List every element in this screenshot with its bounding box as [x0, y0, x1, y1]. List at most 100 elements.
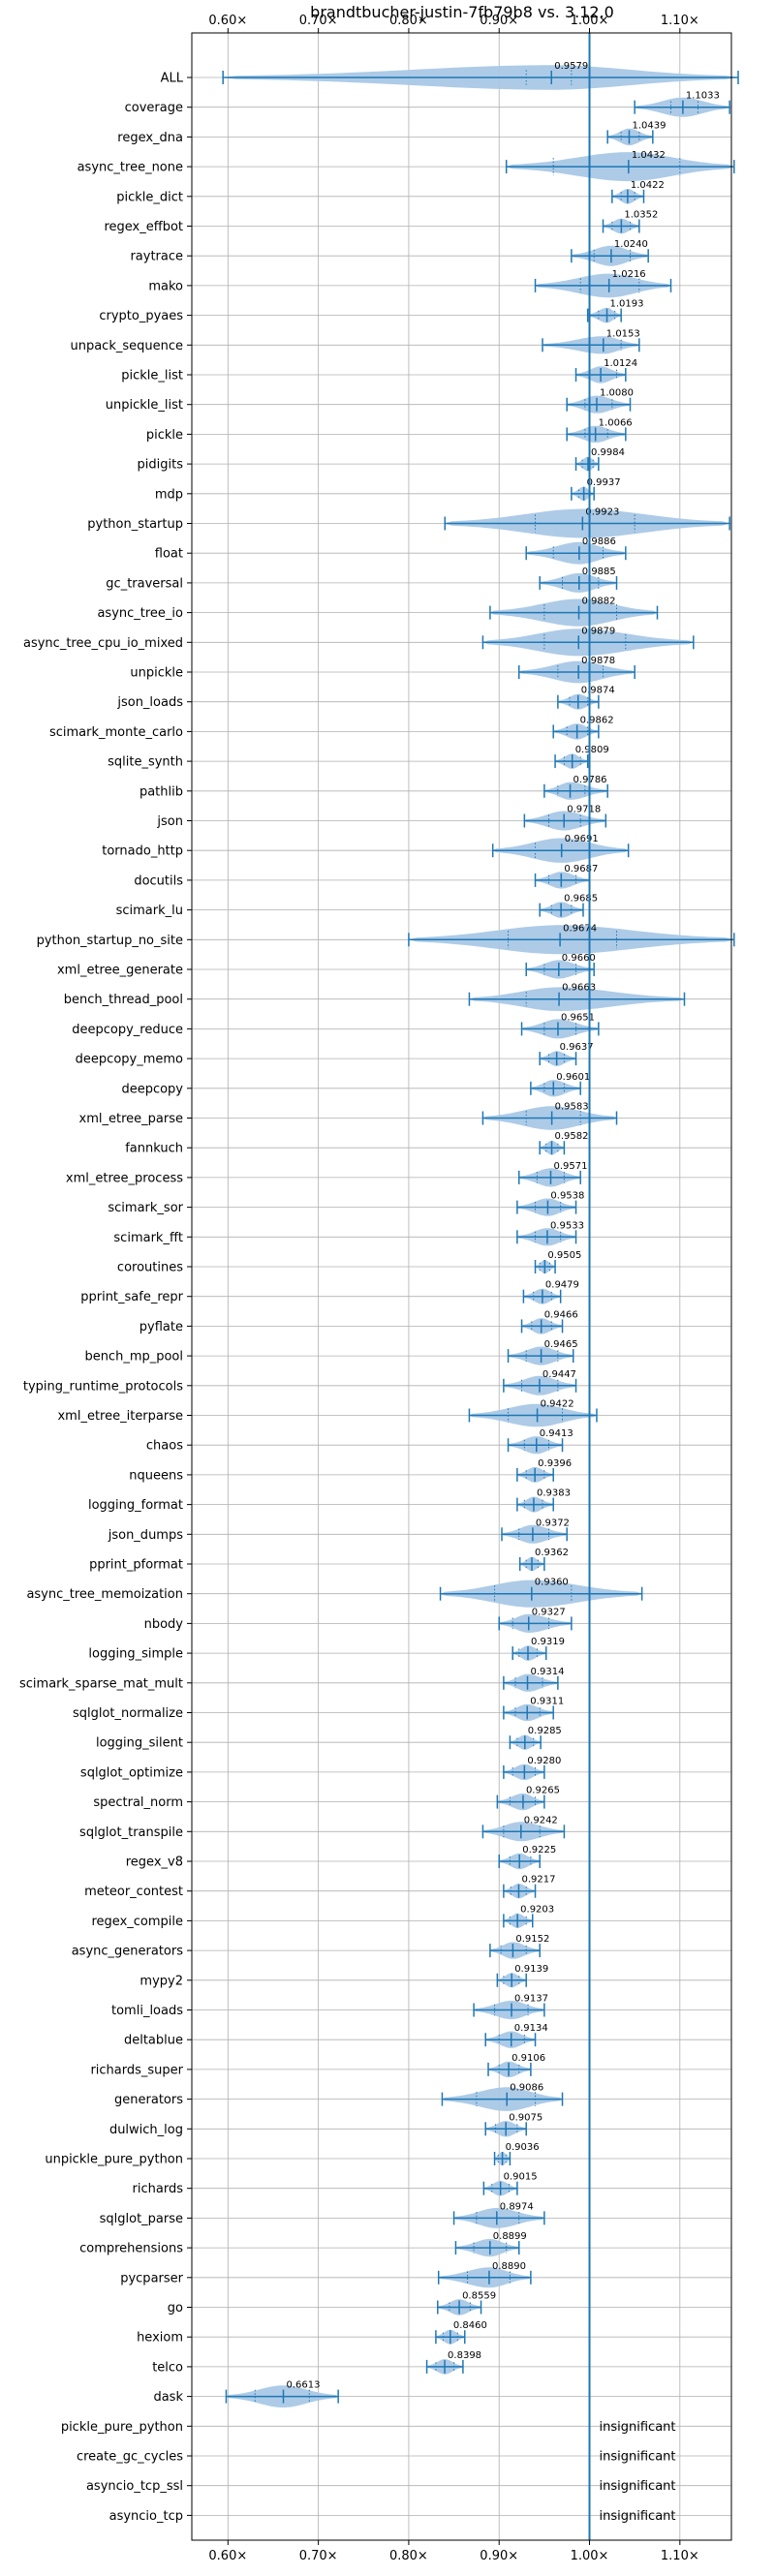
value-label: 0.9538 [550, 1191, 584, 1202]
category-label: regex_v8 [126, 1855, 183, 1870]
category-label: asyncio_tcp_ssl [86, 2479, 183, 2494]
value-label: 0.9075 [509, 2112, 542, 2123]
category-label: chaos [146, 1439, 183, 1454]
category-label: float [155, 547, 183, 562]
value-label: 0.9152 [515, 1934, 549, 1945]
value-label: 0.9327 [532, 1607, 566, 1617]
category-label: unpickle [130, 666, 183, 681]
value-label: 0.9265 [526, 1786, 560, 1796]
value-label: 1.0066 [599, 417, 633, 428]
category-label: xml_etree_process [66, 1171, 183, 1185]
value-label: 0.9015 [504, 2172, 538, 2183]
value-label: 0.9984 [591, 447, 625, 458]
category-label: async_tree_none [78, 161, 183, 175]
category-label: python_startup_no_site [37, 934, 183, 948]
category-label: coverage [125, 101, 183, 115]
category-label: bench_mp_pool [84, 1350, 183, 1365]
x-tick-label: 1.00× [571, 14, 609, 28]
category-label: pickle [146, 428, 183, 443]
category-label: scimark_lu [116, 904, 183, 918]
category-label: mdp [155, 487, 183, 502]
category-label: async_generators [72, 1945, 184, 1959]
value-label: 0.9663 [562, 983, 596, 994]
category-label: python_startup [87, 517, 183, 532]
value-label: 0.9106 [512, 2053, 545, 2064]
value-label: 0.9637 [560, 1042, 594, 1053]
value-label: 0.9479 [545, 1280, 579, 1291]
category-label: tornado_http [102, 844, 183, 859]
category-label: pidigits [138, 458, 184, 473]
value-label: 0.9687 [564, 864, 598, 874]
category-label: comprehensions [79, 2242, 183, 2256]
category-label: async_tree_memoization [26, 1587, 183, 1602]
value-label: 0.9217 [521, 1875, 555, 1886]
category-label: asyncio_tcp [109, 2509, 183, 2524]
value-label: 0.9878 [581, 656, 615, 666]
category-label: scimark_sparse_mat_mult [19, 1676, 183, 1691]
category-label: fannkuch [125, 1142, 183, 1156]
value-label: 0.9533 [550, 1220, 584, 1231]
value-label: 0.8559 [462, 2291, 496, 2302]
value-label: 0.9362 [535, 1548, 569, 1558]
value-label: 0.9718 [567, 805, 601, 815]
category-label: unpack_sequence [70, 339, 183, 353]
x-tick-label: 1.10× [661, 14, 699, 28]
value-label: 0.9285 [528, 1726, 562, 1736]
category-label: deltablue [124, 2034, 183, 2048]
category-label: docutils [134, 874, 183, 888]
value-label: 0.9579 [554, 61, 588, 72]
value-label: 1.0439 [632, 120, 666, 131]
value-label: 0.8398 [448, 2350, 481, 2361]
value-label: 0.9651 [561, 1012, 595, 1023]
value-label: 0.9879 [581, 626, 615, 636]
category-label: bench_thread_pool [64, 993, 183, 1007]
value-label: 0.9691 [565, 834, 599, 844]
value-label: 0.9882 [582, 597, 616, 607]
plot-border [191, 32, 732, 2541]
category-label: sqlglot_optimize [80, 1765, 183, 1780]
value-label: 1.1033 [686, 91, 720, 102]
category-label: xml_etree_iterparse [57, 1409, 183, 1424]
y-axis-categories: ALL coverage regex_dna async_tree_nonepickl… [19, 72, 192, 2524]
category-label: regex_compile [91, 1915, 183, 1929]
category-label: raytrace [130, 250, 183, 264]
category-label: xml_etree_parse [79, 1112, 183, 1126]
value-label: 0.9505 [547, 1250, 581, 1261]
category-label: crypto_pyaes [99, 309, 183, 323]
value-label: 0.9203 [520, 1904, 554, 1915]
category-label: sqlglot_normalize [73, 1706, 183, 1721]
category-label: richards_super [90, 2063, 183, 2077]
category-label: logging_simple [88, 1647, 183, 1662]
insignificant-label: insignificant [600, 2479, 676, 2494]
value-label: 0.9923 [585, 507, 619, 518]
category-label: json_loads [116, 695, 183, 710]
category-label: async_tree_cpu_io_mixed [23, 636, 183, 651]
value-label: 0.9874 [581, 686, 615, 696]
category-label: sqlglot_transpile [79, 1825, 183, 1840]
value-label: 0.9674 [563, 923, 597, 934]
value-label: 0.9583 [555, 1102, 589, 1113]
category-label: pprint_pformat [89, 1558, 183, 1573]
insignificant-label: insignificant [600, 2420, 676, 2435]
value-label: 1.0153 [606, 328, 640, 339]
value-label: 0.8460 [453, 2320, 487, 2331]
category-label: pathlib [140, 784, 183, 799]
value-label: 0.9447 [542, 1369, 576, 1380]
value-label: 0.9660 [562, 953, 596, 964]
value-label: 0.9571 [553, 1161, 587, 1172]
value-label: 0.9086 [510, 2083, 543, 2094]
value-label: 1.0432 [632, 150, 666, 161]
x-tick-label: 0.60× [208, 14, 247, 28]
category-label: sqlglot_parse [100, 2212, 183, 2226]
value-label: 0.9885 [582, 567, 616, 577]
value-label: 1.0080 [600, 388, 634, 399]
value-label: 0.8899 [493, 2231, 527, 2242]
chart-title: brandtbucher-justin-7fb79b8 vs. 3.12.0 [310, 3, 614, 21]
x-tick-label: 0.70× [299, 2549, 338, 2563]
value-label: 1.0422 [631, 180, 665, 191]
category-label: pyflate [140, 1320, 183, 1334]
category-label: deepcopy_memo [76, 1053, 183, 1067]
value-label: 0.9314 [531, 1667, 565, 1677]
value-label: 0.9280 [527, 1756, 561, 1766]
category-label: json [156, 814, 183, 829]
